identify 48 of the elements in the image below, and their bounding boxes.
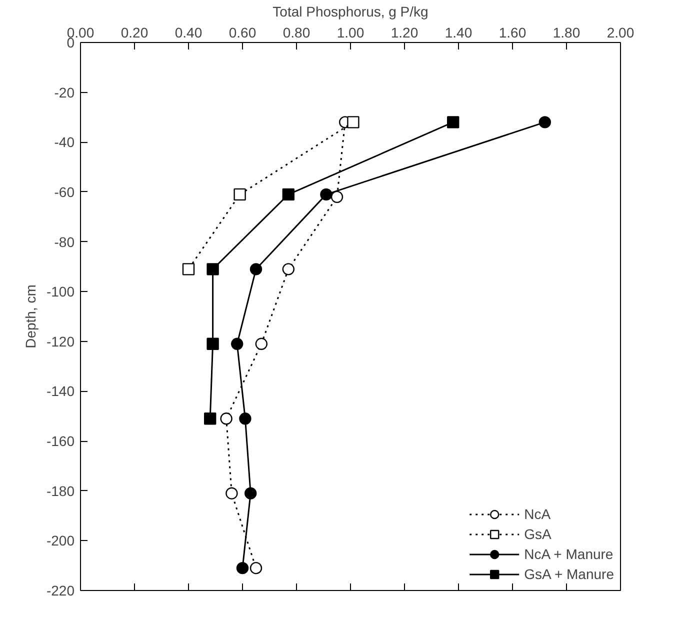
y-tick-label: -20 [54, 84, 75, 100]
x-tick-label: 1.40 [444, 24, 472, 40]
point [320, 188, 332, 201]
x-tick-label: 0.80 [282, 24, 310, 40]
y-tick-label: -120 [46, 333, 75, 350]
legend-label: NcA [524, 506, 551, 522]
point [182, 263, 195, 276]
point [236, 562, 249, 574]
point [244, 487, 257, 500]
point [282, 263, 294, 276]
x-tick-label: 1.80 [552, 24, 580, 40]
legend-label: GsA + Manure [524, 566, 614, 582]
legend-label: GsA [524, 526, 552, 542]
x-axis-title: Total Phosphorus, g P/kg [272, 4, 428, 20]
point [231, 338, 244, 350]
x-tick-label: 1.00 [336, 24, 364, 40]
x-tick-label: 2.00 [606, 24, 634, 40]
point [347, 116, 360, 128]
x-tick-label: 0.60 [228, 24, 256, 40]
point [226, 487, 238, 500]
legend-label: NcA + Manure [524, 546, 614, 562]
point [447, 116, 460, 128]
point [220, 412, 232, 425]
x-tick-label: 1.60 [498, 24, 526, 40]
x-tick-label: 0.20 [120, 24, 148, 40]
x-tick-label: 1.20 [390, 24, 418, 40]
point [239, 412, 252, 425]
point [206, 263, 219, 276]
y-tick-label: -100 [46, 284, 75, 300]
y-tick-label: -80 [54, 234, 75, 250]
point [538, 116, 551, 128]
point [330, 190, 344, 204]
point [282, 188, 294, 201]
point [204, 412, 216, 425]
point [250, 263, 262, 276]
y-tick-label: -200 [46, 532, 75, 549]
y-tick-label: -180 [46, 482, 75, 499]
y-tick-label: -60 [54, 184, 75, 200]
point [250, 562, 262, 574]
y-tick-label: -140 [46, 383, 75, 400]
y-tick-label: -40 [54, 134, 75, 150]
x-tick-label: 0.40 [174, 24, 202, 40]
y-tick-label: -220 [46, 582, 75, 598]
point [206, 338, 219, 350]
y-tick-label: -160 [46, 433, 75, 450]
point [255, 338, 268, 350]
point [234, 188, 246, 201]
y-axis-title: Depth, cm [22, 284, 38, 348]
